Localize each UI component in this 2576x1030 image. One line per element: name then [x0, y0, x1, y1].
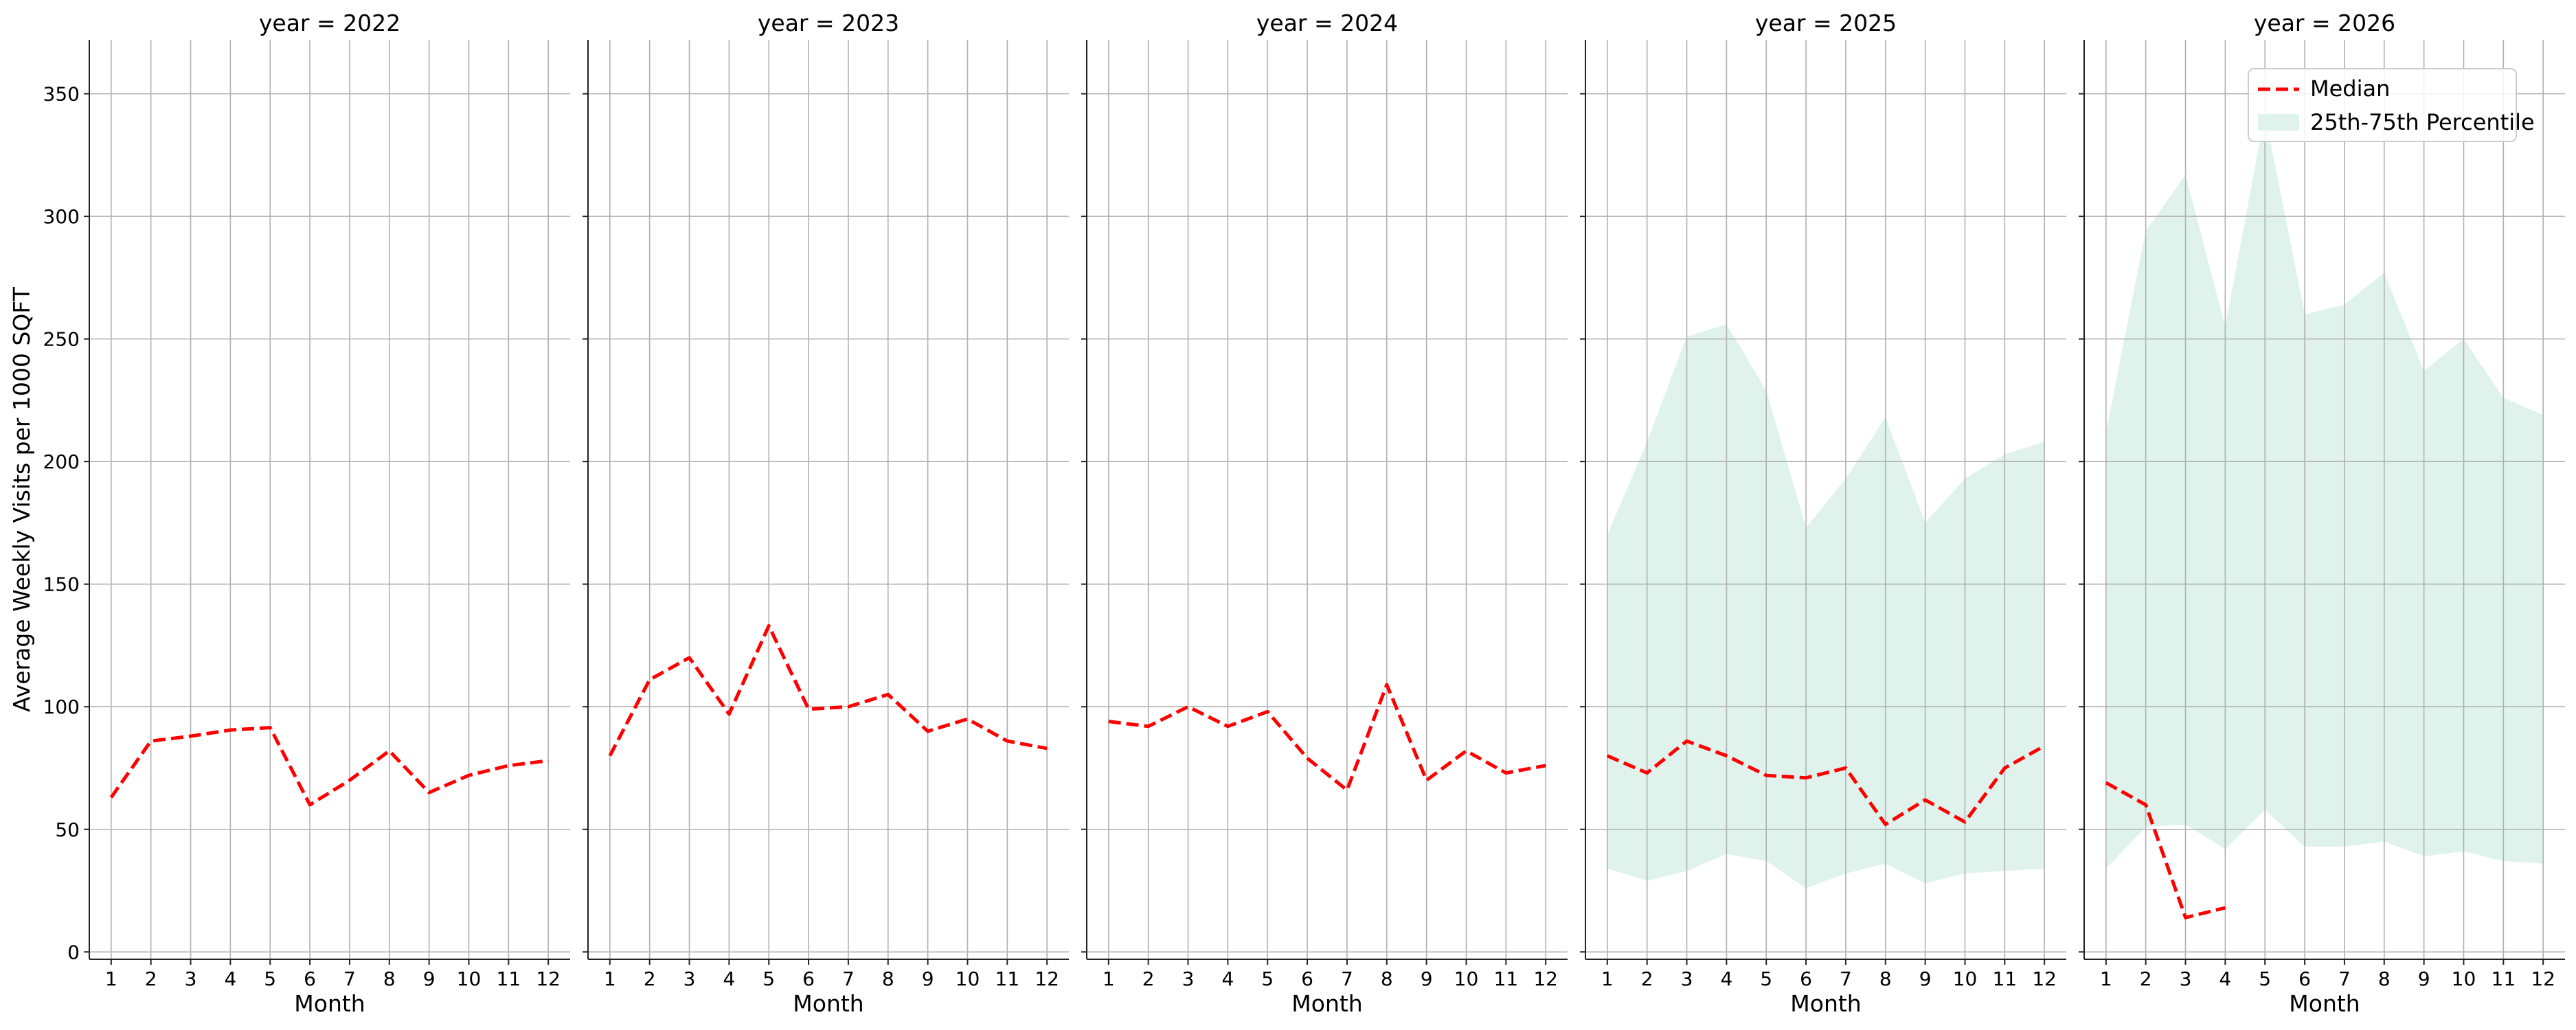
x-tick-label: 5: [762, 968, 775, 990]
x-tick-label: 6: [1301, 968, 1313, 990]
x-tick-label: 7: [1341, 968, 1353, 990]
x-tick-label: 12: [2531, 968, 2555, 990]
x-tick-label: 10: [2452, 968, 2476, 990]
x-tick-label: 11: [1993, 968, 2018, 990]
x-tick-label: 5: [2259, 968, 2271, 990]
x-tick-label: 5: [264, 968, 276, 990]
median-line: [608, 623, 1048, 757]
x-tick-label: 1: [1103, 968, 1115, 990]
x-tick-label: 12: [2032, 968, 2057, 990]
x-tick-label: 5: [1760, 968, 1772, 990]
x-tick-label: 3: [1681, 968, 1693, 990]
facet-title: year = 2022: [259, 10, 400, 36]
x-tick-label: 9: [1919, 968, 1932, 990]
x-tick-label: 11: [497, 968, 521, 990]
x-tick-label: 11: [2492, 968, 2516, 990]
y-tick-label: 0: [67, 941, 80, 963]
facet-title: year = 2025: [1755, 10, 1897, 36]
legend-band-swatch: [2258, 114, 2299, 130]
x-tick-label: 9: [2418, 968, 2430, 990]
x-tick-label: 1: [105, 968, 117, 990]
x-tick-label: 10: [1953, 968, 1978, 990]
x-tick-label: 4: [1221, 968, 1234, 990]
y-tick-label: 350: [43, 83, 80, 106]
x-axis-label: Month: [2289, 990, 2360, 1017]
x-tick-label: 2: [644, 968, 656, 990]
x-tick-label: 3: [2180, 968, 2192, 990]
x-tick-label: 2: [1641, 968, 1653, 990]
x-tick-label: 1: [2100, 968, 2112, 990]
x-tick-label: 10: [457, 968, 482, 990]
x-tick-label: 12: [1035, 968, 1059, 990]
y-tick-label: 250: [43, 328, 80, 351]
x-tick-label: 4: [2219, 968, 2231, 990]
percentile-band: [2105, 113, 2544, 869]
x-tick-label: 7: [842, 968, 855, 990]
legend-median-label: Median: [2310, 76, 2390, 102]
x-tick-label: 8: [383, 968, 396, 990]
x-tick-label: 2: [1142, 968, 1155, 990]
x-tick-label: 6: [1800, 968, 1812, 990]
y-tick-label: 150: [43, 573, 80, 596]
x-tick-label: 4: [1720, 968, 1732, 990]
legend-box: [2248, 68, 2517, 142]
x-axis-label: Month: [294, 990, 365, 1017]
x-tick-label: 3: [185, 968, 197, 990]
x-tick-label: 1: [1601, 968, 1614, 990]
y-axis-label: Average Weekly Visits per 1000 SQFT: [8, 286, 35, 712]
median-line: [2105, 781, 2226, 919]
legend-band-label: 25th-75th Percentile: [2310, 109, 2535, 135]
x-tick-label: 1: [604, 968, 616, 990]
x-tick-label: 8: [1879, 968, 1892, 990]
y-tick-label: 100: [43, 696, 80, 718]
facet-title: year = 2023: [758, 10, 899, 36]
y-tick-label: 50: [55, 819, 80, 841]
x-tick-label: 7: [2338, 968, 2351, 990]
x-tick-label: 6: [304, 968, 316, 990]
x-axis-label: Month: [1790, 990, 1861, 1017]
x-tick-label: 8: [2378, 968, 2391, 990]
x-tick-label: 10: [956, 968, 980, 990]
x-tick-label: 3: [683, 968, 696, 990]
x-axis-label: Month: [793, 990, 863, 1017]
x-tick-label: 2: [2140, 968, 2152, 990]
facet-title: year = 2024: [1256, 10, 1398, 36]
x-tick-label: 2: [145, 968, 157, 990]
x-tick-label: 6: [802, 968, 815, 990]
x-tick-label: 9: [1421, 968, 1433, 990]
x-tick-label: 9: [423, 968, 436, 990]
facet-title: year = 2026: [2254, 10, 2395, 36]
x-tick-label: 8: [882, 968, 894, 990]
legend: Median 25th-75th Percentile: [2248, 68, 2535, 142]
x-tick-label: 5: [1261, 968, 1274, 990]
x-tick-label: 7: [343, 968, 356, 990]
x-tick-label: 8: [1381, 968, 1393, 990]
x-tick-label: 9: [922, 968, 934, 990]
x-tick-label: 4: [224, 968, 236, 990]
x-axis-label: Month: [1291, 990, 1362, 1017]
x-tick-label: 11: [1494, 968, 1519, 990]
x-tick-label: 3: [1182, 968, 1195, 990]
x-tick-label: 7: [1840, 968, 1852, 990]
median-line: [109, 726, 549, 807]
percentile-band: [1607, 324, 2045, 889]
x-tick-label: 4: [723, 968, 735, 990]
y-tick-label: 300: [43, 205, 80, 228]
x-tick-label: 12: [536, 968, 561, 990]
median-line: [1606, 739, 2046, 827]
x-tick-label: 11: [995, 968, 1020, 990]
y-tick-label: 200: [43, 450, 80, 473]
x-tick-label: 12: [1533, 968, 1558, 990]
x-tick-label: 10: [1454, 968, 1479, 990]
x-tick-label: 6: [2298, 968, 2311, 990]
median-line: [1108, 683, 1546, 792]
